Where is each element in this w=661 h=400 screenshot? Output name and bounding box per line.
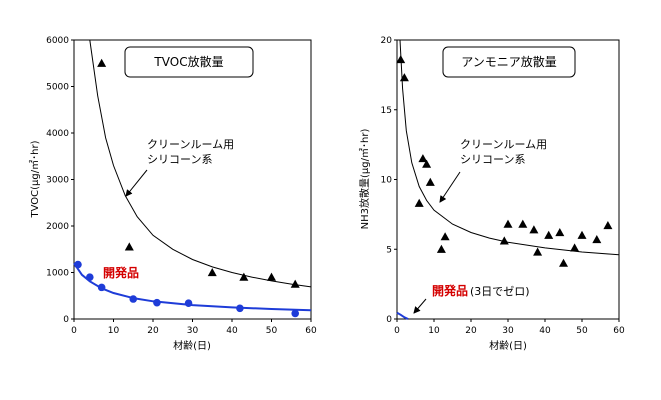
triangle-marker xyxy=(399,73,409,82)
y-ticks: 0 5 10 15 20 xyxy=(381,36,397,325)
circle-marker xyxy=(74,260,82,269)
x-tick-label: 0 xyxy=(71,326,77,336)
triangle-marker xyxy=(603,221,613,230)
y-tick-label: 2000 xyxy=(46,222,69,232)
y-axis-label: TVOC(μg/㎡･hr) xyxy=(29,140,41,218)
x-tick-label: 10 xyxy=(428,326,440,336)
developed-fit-curve xyxy=(396,311,409,320)
x-tick-label: 50 xyxy=(266,326,278,336)
conventional-label-line1: クリーンルーム用 xyxy=(460,138,547,151)
x-tick-label: 50 xyxy=(576,326,588,336)
triangle-marker xyxy=(418,154,428,163)
triangle-marker xyxy=(592,234,602,244)
y-ticks: 0 1000 2000 3000 4000 5000 6000 xyxy=(46,36,74,325)
circle-marker xyxy=(291,309,300,318)
x-ticks: 0 10 20 30 40 50 60 xyxy=(394,319,625,336)
y-tick-label: 0 xyxy=(63,315,69,325)
triangle-marker xyxy=(422,159,432,168)
triangle-marker xyxy=(440,232,450,241)
triangle-marker xyxy=(555,228,565,237)
x-tick-label: 40 xyxy=(226,326,238,336)
y-tick-label: 15 xyxy=(381,106,392,116)
triangle-marker xyxy=(124,242,134,251)
triangle-marker xyxy=(396,55,406,64)
title-box xyxy=(442,46,576,78)
developed-pointer-arrow xyxy=(413,298,427,314)
triangle-marker xyxy=(544,230,554,239)
triangle-marker xyxy=(436,244,446,253)
triangle-marker xyxy=(414,198,424,207)
y-tick-label: 4000 xyxy=(46,129,69,139)
circle-marker xyxy=(86,273,94,281)
data-points xyxy=(74,58,300,318)
x-axis-label: 材齢(日) xyxy=(173,339,211,352)
y-tick-label: 3000 xyxy=(46,176,69,186)
y-tick-label: 10 xyxy=(381,176,393,186)
x-tick-label: 20 xyxy=(465,326,477,336)
triangle-marker xyxy=(559,258,568,267)
data-points xyxy=(396,55,613,267)
conventional-label-line2: シリコーン系 xyxy=(460,153,525,166)
tvoc-chart: 0 10 20 30 40 50 60 0100020003000400050006000 … xyxy=(29,36,317,352)
conventional-label-line2: シリコーン系 xyxy=(147,153,212,166)
x-axis-label: 材齢(日) xyxy=(489,339,527,352)
circle-marker xyxy=(97,283,106,292)
triangle-marker xyxy=(577,230,587,239)
x-tick-label: 30 xyxy=(187,326,199,336)
triangle-marker xyxy=(425,177,435,186)
circle-marker xyxy=(236,304,244,313)
y-tick-label: 1000 xyxy=(46,269,69,279)
triangle-marker xyxy=(267,272,276,281)
triangle-marker xyxy=(518,219,528,228)
y-tick-label: 20 xyxy=(381,36,393,46)
triangle-marker xyxy=(570,243,580,252)
circle-marker xyxy=(184,299,193,307)
x-tick-label: 30 xyxy=(502,326,514,336)
y-tick-label: 6000 xyxy=(46,36,69,46)
developed-label: 開発品 xyxy=(103,265,139,280)
triangle-marker xyxy=(97,58,107,67)
y-axis-label: NH3放散量(μg/㎡･hr) xyxy=(358,129,371,230)
conventional-label-line1: クリーンルーム用 xyxy=(147,138,234,151)
triangle-marker xyxy=(499,236,509,245)
triangle-marker xyxy=(533,247,543,256)
conventional-fit-curve xyxy=(399,39,620,256)
conventional-pointer-arrow xyxy=(125,169,148,197)
conventional-pointer-arrow xyxy=(439,171,461,203)
triangle-marker xyxy=(207,268,217,277)
ammonia-chart: 0 10 20 30 40 50 60 0 5 10 15 20 材齢(日) NH3放散量(μg/㎡… xyxy=(358,36,625,352)
x-tick-label: 10 xyxy=(108,326,120,336)
y-tick-label: 5000 xyxy=(46,83,69,93)
developed-label: 開発品 xyxy=(432,283,468,298)
triangle-marker xyxy=(503,219,513,228)
chart-title: TVOC放散量 xyxy=(153,54,223,69)
circle-marker xyxy=(129,295,138,303)
developed-note: (3日でゼロ) xyxy=(470,285,530,298)
x-tick-label: 60 xyxy=(613,326,625,336)
triangle-marker xyxy=(239,272,249,281)
x-tick-label: 0 xyxy=(394,326,400,336)
chart-title: アンモニア放散量 xyxy=(461,54,557,69)
x-tick-label: 20 xyxy=(147,326,159,336)
x-tick-label: 40 xyxy=(539,326,551,336)
title-box xyxy=(124,46,254,78)
triangle-marker xyxy=(290,279,300,288)
fit-curves xyxy=(396,39,620,320)
x-ticks: 0 10 20 30 40 50 60 xyxy=(71,319,317,336)
triangle-marker xyxy=(529,225,539,234)
y-tick-label: 0 xyxy=(386,315,392,325)
conventional-fit-curve xyxy=(89,39,312,288)
x-tick-label: 60 xyxy=(305,326,317,336)
y-tick-label: 5 xyxy=(386,245,392,255)
circle-marker xyxy=(153,298,161,307)
